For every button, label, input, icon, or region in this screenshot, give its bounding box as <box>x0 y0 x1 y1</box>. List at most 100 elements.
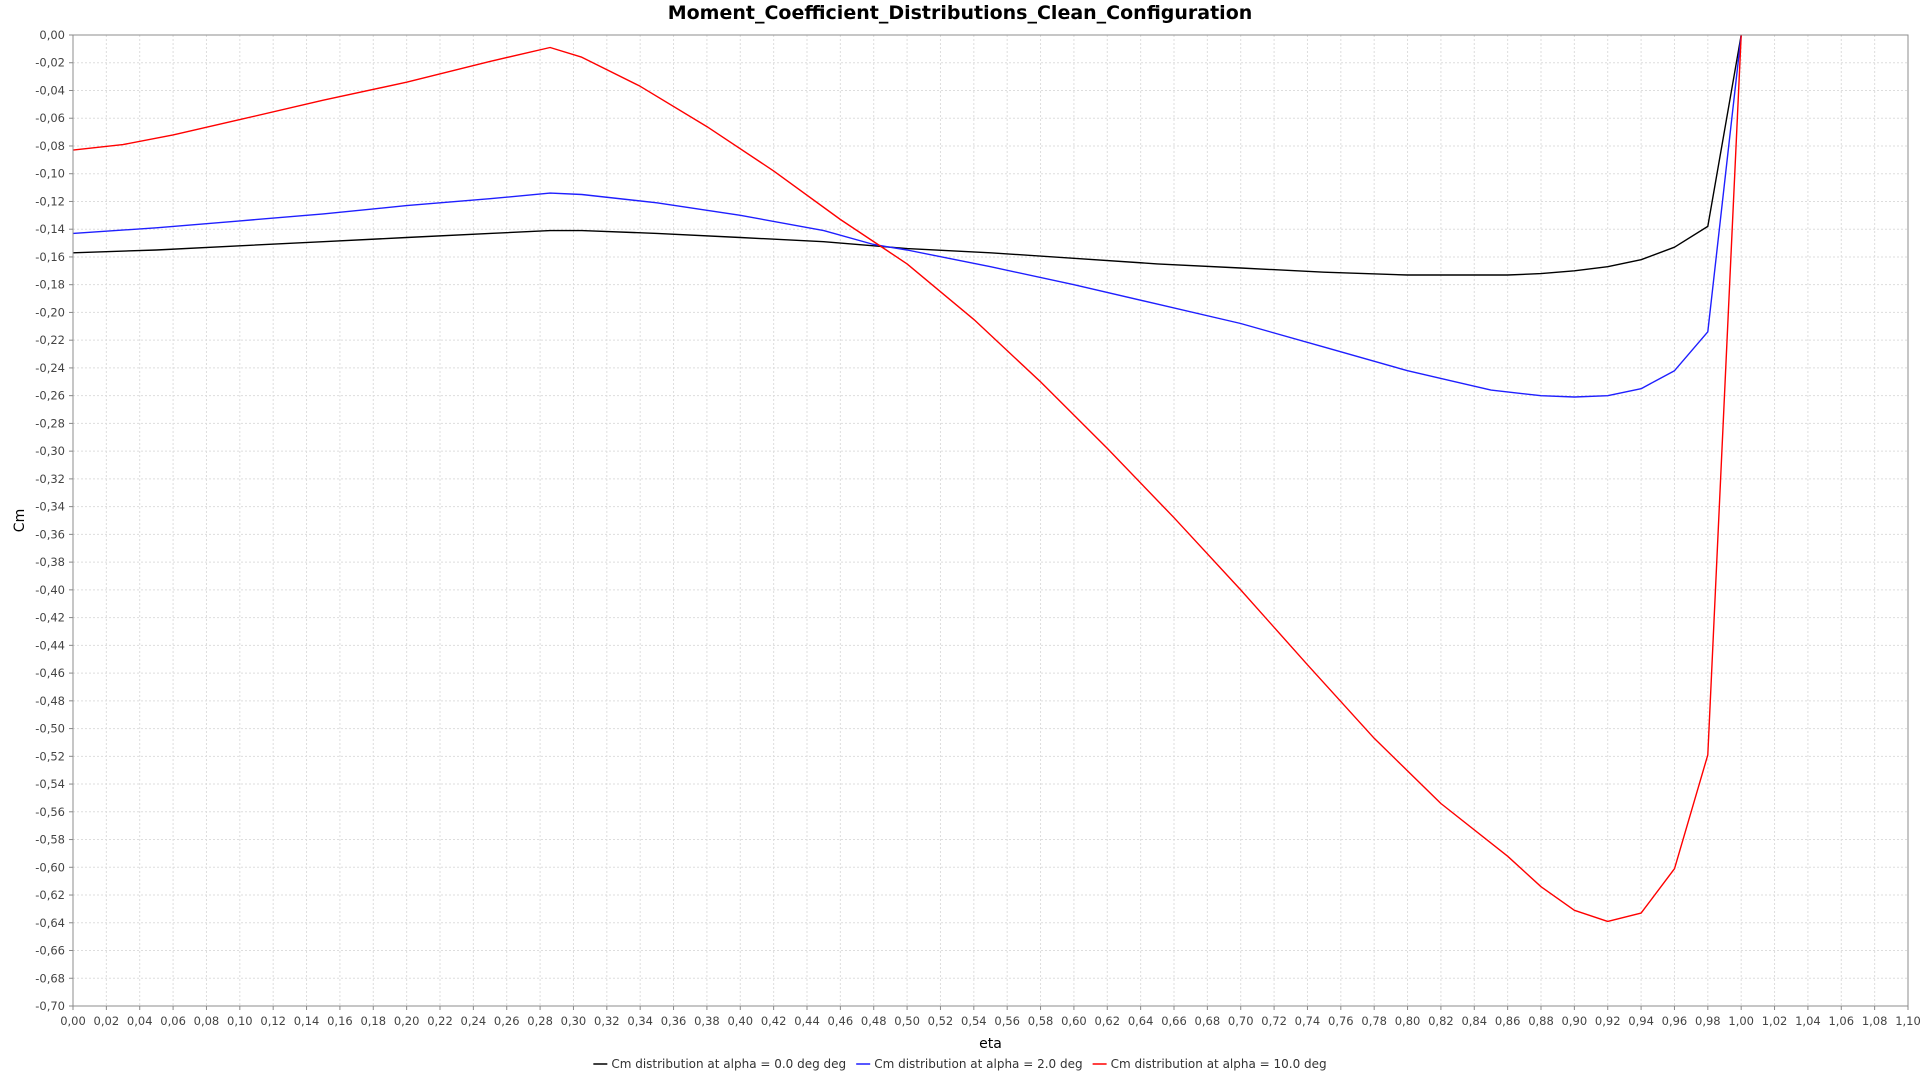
x-tick-label: 0,56 <box>994 1014 1020 1028</box>
y-tick-label: -0,50 <box>35 722 65 736</box>
legend-label-1: Cm distribution at alpha = 0.0 deg deg <box>611 1057 846 1071</box>
y-tick-label: -0,60 <box>35 860 65 874</box>
x-tick-label: 0,38 <box>694 1014 720 1028</box>
y-tick-label: -0,62 <box>35 888 65 902</box>
x-tick-label: 0,84 <box>1461 1014 1487 1028</box>
x-tick-label: 0,20 <box>394 1014 420 1028</box>
y-tick-label: -0,68 <box>35 971 65 985</box>
x-tick-label: 0,18 <box>360 1014 386 1028</box>
x-tick-label: 0,80 <box>1395 1014 1421 1028</box>
y-tick-label: -0,08 <box>35 139 65 153</box>
x-tick-label: 0,92 <box>1595 1014 1621 1028</box>
y-tick-label: -0,70 <box>35 999 65 1013</box>
x-tick-label: 0,88 <box>1528 1014 1554 1028</box>
x-tick-label: 0,42 <box>761 1014 787 1028</box>
x-tick-label: 0,62 <box>1094 1014 1120 1028</box>
y-axis-label: Cm <box>12 509 28 532</box>
x-tick-label: 0,34 <box>627 1014 653 1028</box>
x-tick-label: 0,64 <box>1128 1014 1154 1028</box>
y-tick-label: -0,46 <box>35 666 65 680</box>
chart-title: Moment_Coefficient_Distributions_Clean_C… <box>667 2 1253 24</box>
x-tick-label: 0,00 <box>60 1014 86 1028</box>
x-tick-label: 0,32 <box>594 1014 620 1028</box>
y-tick-label: -0,40 <box>35 583 65 597</box>
x-tick-label: 0,96 <box>1662 1014 1688 1028</box>
x-tick-label: 0,46 <box>828 1014 854 1028</box>
y-tick-label: -0,04 <box>35 83 65 97</box>
legend-label-2: Cm distribution at alpha = 2.0 deg <box>874 1057 1082 1071</box>
y-tick-label: -0,58 <box>35 833 65 847</box>
y-tick-label: 0,00 <box>39 28 65 42</box>
y-tick-label: -0,02 <box>35 56 65 70</box>
x-tick-label: 0,14 <box>294 1014 320 1028</box>
legend-label-3: Cm distribution at alpha = 10.0 deg <box>1111 1057 1327 1071</box>
x-tick-label: 0,82 <box>1428 1014 1454 1028</box>
y-tick-label: -0,34 <box>35 500 65 514</box>
y-tick-label: -0,54 <box>35 777 65 791</box>
y-tick-label: -0,06 <box>35 111 65 125</box>
x-tick-label: 1,04 <box>1795 1014 1821 1028</box>
plot-area <box>72 34 1909 1007</box>
y-axis-ticks: -0,70 -0,68 -0,66 -0,64 -0,62 -0,60 -0,58 -0,56… <box>35 28 73 1013</box>
series-line-2 <box>72 34 1742 398</box>
x-tick-label: 1,06 <box>1828 1014 1854 1028</box>
y-tick-label: -0,14 <box>35 222 65 236</box>
x-tick-label: 0,44 <box>794 1014 820 1028</box>
x-tick-label: 1,02 <box>1762 1014 1788 1028</box>
y-tick-label: -0,20 <box>35 305 65 319</box>
x-tick-label: 0,08 <box>194 1014 220 1028</box>
x-tick-label: 0,48 <box>861 1014 887 1028</box>
x-tick-label: 0,24 <box>461 1014 487 1028</box>
x-tick-label: 0,78 <box>1361 1014 1387 1028</box>
x-tick-label: 0,36 <box>661 1014 687 1028</box>
x-tick-label: 0,74 <box>1295 1014 1321 1028</box>
x-tick-label: 0,26 <box>494 1014 520 1028</box>
grid-lines <box>72 34 1909 1007</box>
x-tick-label: 0,30 <box>561 1014 587 1028</box>
y-tick-label: -0,36 <box>35 527 65 541</box>
y-tick-label: -0,24 <box>35 361 65 375</box>
y-tick-label: -0,30 <box>35 444 65 458</box>
y-tick-label: -0,18 <box>35 278 65 292</box>
x-tick-label: 0,58 <box>1028 1014 1054 1028</box>
x-tick-label: 0,52 <box>928 1014 954 1028</box>
y-tick-label: -0,48 <box>35 694 65 708</box>
x-axis-label: eta <box>979 1036 1002 1052</box>
x-tick-label: 0,86 <box>1495 1014 1521 1028</box>
x-tick-label: 0,50 <box>894 1014 920 1028</box>
y-tick-label: -0,28 <box>35 416 65 430</box>
x-tick-label: 0,06 <box>160 1014 186 1028</box>
x-tick-label: 0,02 <box>94 1014 120 1028</box>
y-tick-label: -0,44 <box>35 638 65 652</box>
y-tick-label: -0,66 <box>35 944 65 958</box>
series-line-1 <box>72 34 1742 276</box>
y-tick-label: -0,42 <box>35 611 65 625</box>
x-tick-label: 1,00 <box>1728 1014 1754 1028</box>
y-tick-label: -0,22 <box>35 333 65 347</box>
x-tick-label: 0,94 <box>1628 1014 1654 1028</box>
y-tick-label: -0,56 <box>35 805 65 819</box>
x-tick-label: 0,76 <box>1328 1014 1354 1028</box>
y-tick-label: -0,64 <box>35 916 65 930</box>
y-tick-label: -0,38 <box>35 555 65 569</box>
x-tick-label: 0,10 <box>227 1014 253 1028</box>
y-tick-label: -0,12 <box>35 194 65 208</box>
x-tick-label: 0,60 <box>1061 1014 1087 1028</box>
x-tick-label: 0,72 <box>1261 1014 1287 1028</box>
x-tick-label: 0,22 <box>427 1014 453 1028</box>
y-tick-label: -0,10 <box>35 167 65 181</box>
x-tick-label: 0,28 <box>527 1014 553 1028</box>
x-tick-label: 0,04 <box>127 1014 153 1028</box>
y-tick-label: -0,52 <box>35 749 65 763</box>
x-tick-label: 0,66 <box>1161 1014 1187 1028</box>
x-tick-label: 0,70 <box>1228 1014 1254 1028</box>
x-tick-label: 0,98 <box>1695 1014 1721 1028</box>
x-tick-label: 1,10 <box>1895 1014 1920 1028</box>
series-line-3 <box>72 34 1742 923</box>
x-tick-label: 0,12 <box>260 1014 286 1028</box>
x-tick-label: 0,40 <box>727 1014 753 1028</box>
x-tick-label: 0,16 <box>327 1014 353 1028</box>
y-tick-label: -0,32 <box>35 472 65 486</box>
x-tick-label: 0,68 <box>1195 1014 1221 1028</box>
